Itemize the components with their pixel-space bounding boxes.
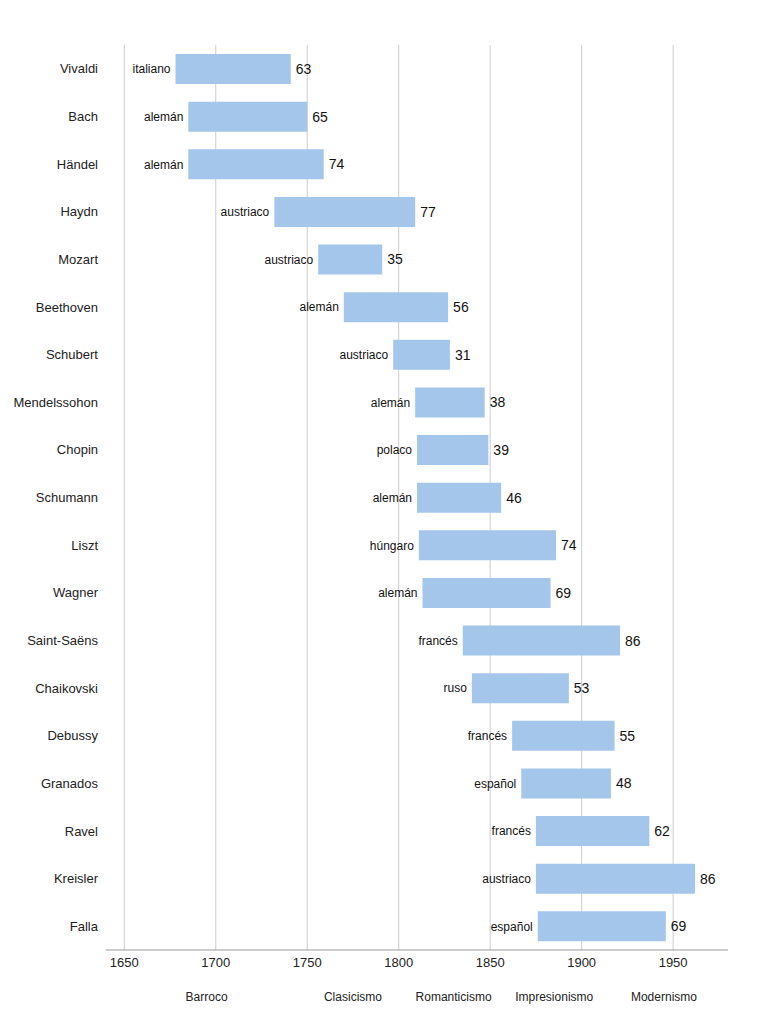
svg-text:italiano: italiano: [132, 62, 170, 76]
svg-text:francés: francés: [418, 634, 457, 648]
svg-text:alemán: alemán: [299, 300, 338, 314]
svg-text:86: 86: [625, 633, 641, 649]
svg-text:austriaco: austriaco: [340, 348, 389, 362]
svg-text:65: 65: [312, 109, 328, 125]
svg-text:austriaco: austriaco: [265, 253, 314, 267]
svg-text:Kreisler: Kreisler: [54, 871, 99, 886]
svg-text:74: 74: [329, 156, 345, 172]
svg-text:74: 74: [561, 537, 577, 553]
svg-text:48: 48: [616, 775, 632, 791]
svg-text:alemán: alemán: [378, 586, 417, 600]
svg-text:francés: francés: [492, 824, 531, 838]
svg-text:polaco: polaco: [377, 443, 413, 457]
svg-text:Mozart: Mozart: [58, 252, 98, 267]
svg-text:francés: francés: [468, 729, 507, 743]
svg-text:austriaco: austriaco: [482, 872, 531, 886]
svg-text:1900: 1900: [567, 955, 596, 970]
svg-text:alemán: alemán: [371, 396, 410, 410]
svg-text:Wagner: Wagner: [53, 585, 99, 600]
svg-text:Liszt: Liszt: [71, 538, 98, 553]
svg-text:alemán: alemán: [144, 158, 183, 172]
svg-text:77: 77: [420, 204, 436, 220]
svg-text:56: 56: [453, 299, 469, 315]
svg-text:Barroco: Barroco: [186, 990, 228, 1004]
svg-text:Schubert: Schubert: [46, 347, 98, 362]
svg-text:69: 69: [671, 918, 687, 934]
svg-text:1850: 1850: [476, 955, 505, 970]
svg-text:1950: 1950: [659, 955, 688, 970]
svg-text:Haydn: Haydn: [60, 204, 98, 219]
svg-text:Mendelssohon: Mendelssohon: [13, 395, 98, 410]
svg-text:Clasicismo: Clasicismo: [324, 990, 382, 1004]
svg-text:1650: 1650: [110, 955, 139, 970]
svg-text:46: 46: [506, 490, 522, 506]
svg-text:español: español: [491, 920, 533, 934]
svg-text:Chopin: Chopin: [57, 442, 98, 457]
svg-text:53: 53: [574, 680, 590, 696]
svg-text:alemán: alemán: [144, 110, 183, 124]
svg-text:1700: 1700: [201, 955, 230, 970]
svg-text:1800: 1800: [384, 955, 413, 970]
svg-text:Modernismo: Modernismo: [631, 990, 697, 1004]
svg-text:86: 86: [700, 871, 716, 887]
svg-text:Vivaldi: Vivaldi: [60, 61, 98, 76]
svg-text:69: 69: [556, 585, 572, 601]
svg-text:alemán: alemán: [373, 491, 412, 505]
svg-text:Händel: Händel: [57, 157, 98, 172]
svg-text:Schumann: Schumann: [36, 490, 98, 505]
svg-text:31: 31: [455, 347, 471, 363]
svg-text:Beethoven: Beethoven: [36, 300, 98, 315]
svg-text:Impresionismo: Impresionismo: [515, 990, 593, 1004]
svg-text:español: español: [474, 777, 516, 791]
svg-text:Romanticismo: Romanticismo: [416, 990, 492, 1004]
svg-text:62: 62: [654, 823, 670, 839]
svg-text:Ravel: Ravel: [65, 824, 98, 839]
svg-text:Saint-Saëns: Saint-Saëns: [27, 633, 98, 648]
svg-text:1750: 1750: [293, 955, 322, 970]
svg-text:Debussy: Debussy: [47, 728, 98, 743]
svg-text:Bach: Bach: [68, 109, 98, 124]
svg-text:Falla: Falla: [70, 919, 99, 934]
svg-text:35: 35: [387, 251, 403, 267]
svg-text:húngaro: húngaro: [370, 539, 414, 553]
svg-text:austriaco: austriaco: [221, 205, 270, 219]
svg-text:ruso: ruso: [444, 681, 468, 695]
svg-text:Granados: Granados: [41, 776, 99, 791]
svg-text:39: 39: [493, 442, 509, 458]
svg-text:38: 38: [490, 394, 506, 410]
svg-text:63: 63: [296, 61, 312, 77]
svg-text:55: 55: [620, 728, 636, 744]
svg-text:Chaikovski: Chaikovski: [35, 681, 98, 696]
